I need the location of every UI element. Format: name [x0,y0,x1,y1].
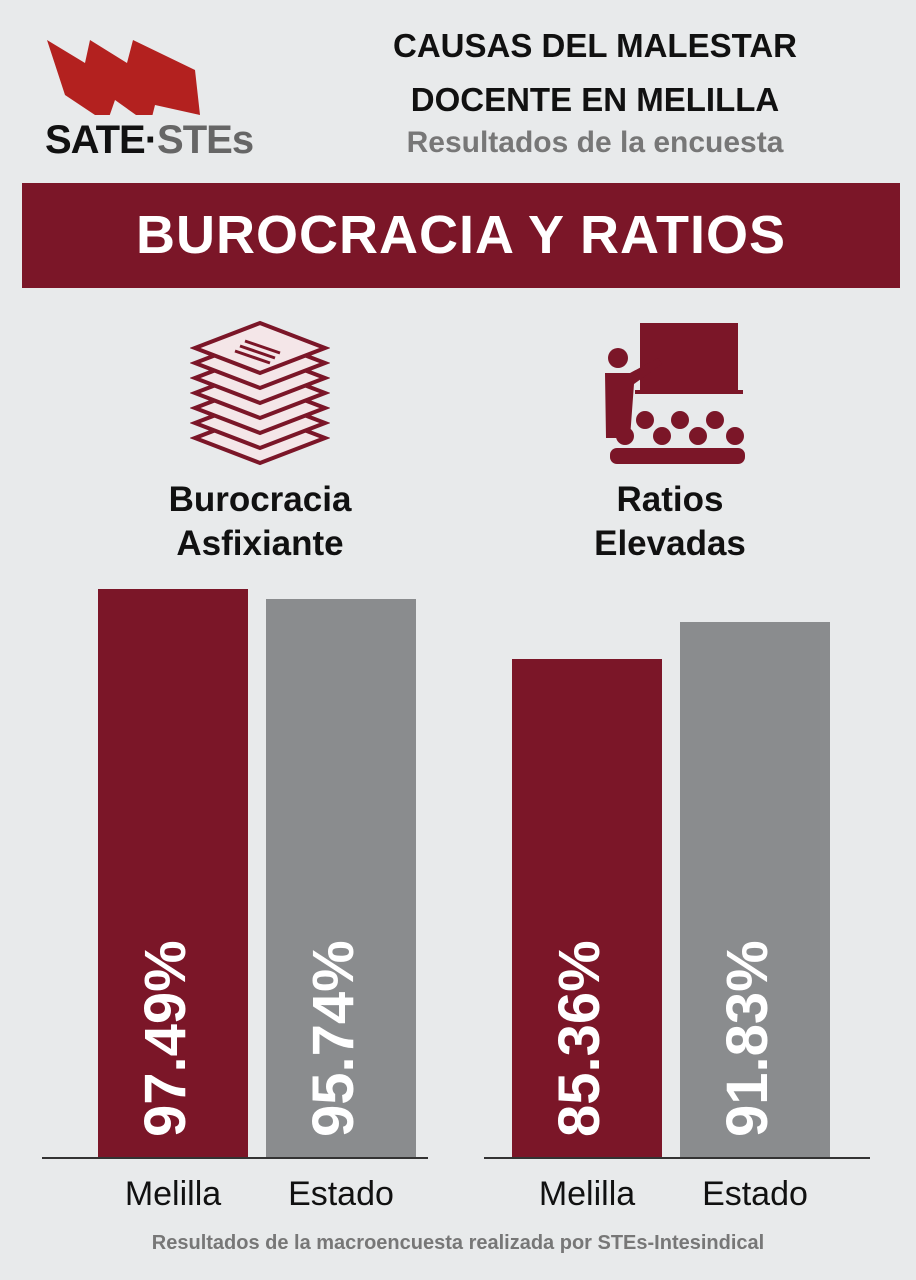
bar-melilla: 85.36% [512,659,662,1157]
logo: SATE·STEs [45,35,254,163]
data-label: 97.49% [133,940,198,1137]
paper-stack-icon [190,320,330,466]
group-title-ratios: Ratios Elevadas [520,478,820,566]
category-label: Estado [702,1175,808,1213]
category-label: Melilla [538,1175,636,1213]
baseline [484,1157,870,1159]
logo-flag-icon [47,40,200,125]
group-title-line-1: Ratios [616,480,724,519]
data-label: 91.83% [715,940,780,1137]
category-label: Melilla [124,1175,222,1213]
category-label: Estado [288,1175,394,1213]
bar-melilla: 97.49% [98,588,248,1157]
title-line-1: CAUSAS DEL MALESTAR [393,27,797,64]
group-title-burocracia: Burocracia Asfixiante [110,478,410,566]
classroom-teacher-icon [605,323,745,464]
subtitle: Resultados de la encuesta [406,126,784,159]
baseline [42,1157,428,1159]
footer-note: Resultados de la macroencuesta realizada… [151,1232,765,1254]
bar-estado: 91.83% [680,621,830,1157]
bar-estado: 95.74% [266,598,416,1157]
data-label: 85.36% [547,940,612,1137]
title-line-2: DOCENTE EN MELILLA [410,81,780,118]
banner: BUROCRACIA Y RATIOS [22,183,900,288]
group-title-line-1: Burocracia [168,480,352,519]
group-title-line-2: Elevadas [594,524,746,563]
data-label: 95.74% [301,940,366,1137]
group-title-line-2: Asfixiante [176,524,344,563]
